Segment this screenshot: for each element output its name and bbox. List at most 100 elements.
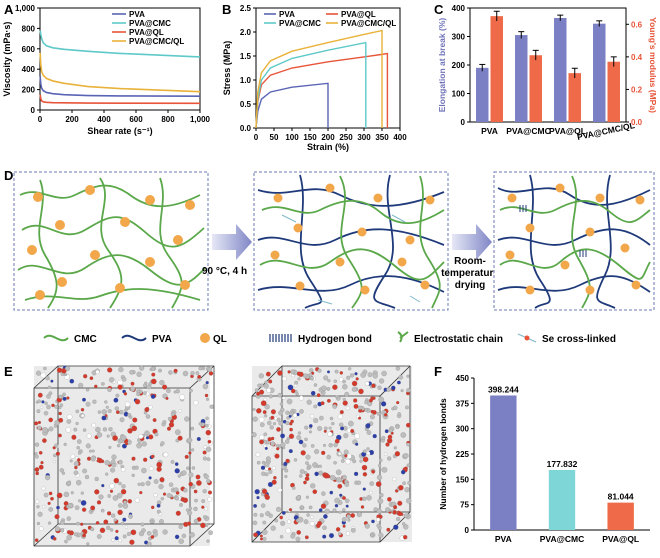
atom <box>373 507 378 512</box>
atom <box>317 426 323 432</box>
atom <box>111 538 115 542</box>
atom <box>286 416 290 420</box>
atom <box>43 366 47 371</box>
chart-c-bar-modulus <box>568 73 581 122</box>
atom <box>376 523 381 528</box>
atom <box>200 522 206 529</box>
atom <box>300 505 304 509</box>
atom <box>154 432 159 437</box>
atom <box>174 496 180 501</box>
atom <box>52 460 56 464</box>
atom <box>41 400 45 404</box>
atom <box>339 493 343 497</box>
chart-c-bar-elongation <box>593 23 606 122</box>
atom <box>381 370 387 377</box>
atom <box>270 441 276 447</box>
atom <box>112 495 119 501</box>
atom <box>193 518 199 524</box>
atom <box>362 456 369 463</box>
atom <box>106 525 111 531</box>
atom <box>276 427 281 432</box>
atom <box>58 433 62 438</box>
atom <box>167 426 172 431</box>
atom <box>178 409 182 413</box>
atom <box>395 366 401 371</box>
atom <box>343 449 349 455</box>
atom <box>66 480 72 486</box>
atom <box>198 422 202 426</box>
atom <box>158 368 162 373</box>
atom <box>151 366 156 371</box>
atom <box>286 437 290 441</box>
atom <box>120 521 125 526</box>
chart-a-x-tick-label: 400 <box>97 115 111 124</box>
atom <box>340 459 345 463</box>
atom <box>372 373 378 379</box>
atom <box>118 503 123 508</box>
atom <box>74 505 80 511</box>
atom <box>266 388 272 393</box>
atom <box>285 458 290 463</box>
atom <box>186 521 192 526</box>
atom <box>78 382 84 388</box>
chart-a-y-tick-label: 0 <box>31 106 36 115</box>
atom <box>104 460 110 466</box>
atom <box>273 476 277 480</box>
atom <box>280 520 286 526</box>
atom <box>69 378 75 384</box>
atom <box>88 449 92 453</box>
chart-a-x-tick-label: 0 <box>38 115 43 124</box>
schematic-legend: CMC PVA QL Hydrogen bond Electrostatic c… <box>43 331 616 345</box>
atom <box>148 466 154 471</box>
atom <box>108 377 115 383</box>
atom <box>393 524 399 530</box>
atom <box>305 461 309 465</box>
atom <box>204 506 208 511</box>
atom <box>64 539 68 544</box>
atom <box>37 420 42 425</box>
atom <box>305 454 311 460</box>
atom <box>43 492 49 498</box>
atom <box>138 530 145 537</box>
atom <box>65 427 71 433</box>
atom <box>202 383 209 390</box>
atom <box>362 496 367 501</box>
atom <box>122 534 127 539</box>
atom <box>378 532 384 538</box>
atom <box>82 468 87 474</box>
atom <box>303 519 309 525</box>
atom <box>320 401 325 406</box>
atom <box>206 446 212 452</box>
atom <box>122 503 129 509</box>
atom <box>342 474 347 480</box>
atom <box>120 434 127 441</box>
atom <box>80 500 87 506</box>
atom <box>207 439 212 444</box>
atom <box>189 388 193 393</box>
atom <box>187 510 193 516</box>
chart-b-y-tick-label: 0.0 <box>240 124 252 133</box>
atom <box>59 468 65 473</box>
chart-c-bar-elongation <box>554 17 567 123</box>
atom <box>117 379 123 386</box>
atom <box>188 481 193 487</box>
chart-b-x-tick-label: 350 <box>375 133 389 142</box>
atom <box>254 388 259 393</box>
atom <box>252 416 258 422</box>
atom <box>342 379 346 384</box>
atom <box>70 453 76 459</box>
atom <box>160 441 165 446</box>
atom <box>367 372 373 378</box>
atom <box>287 519 292 524</box>
chart-a-series-pva <box>39 76 201 98</box>
atom <box>406 374 410 378</box>
atom <box>80 522 84 526</box>
atom <box>116 443 121 448</box>
atom <box>366 430 372 435</box>
atom <box>182 370 189 377</box>
chart-b-y-tick-label: 0.5 <box>240 100 252 109</box>
atom <box>136 442 142 449</box>
atom <box>353 404 359 409</box>
atom <box>321 450 326 455</box>
atom <box>329 475 336 481</box>
